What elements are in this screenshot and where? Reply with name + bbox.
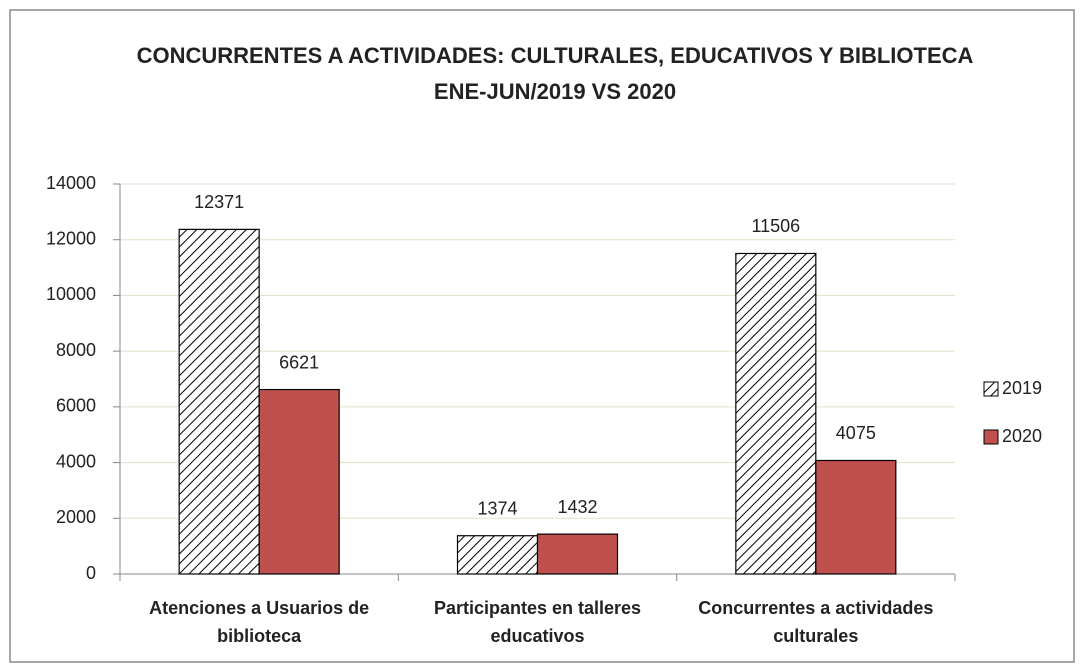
y-tick-label: 10000 xyxy=(46,284,96,304)
y-tick-label: 12000 xyxy=(46,228,96,248)
legend-swatch xyxy=(983,429,999,445)
bar xyxy=(178,228,260,575)
bar xyxy=(536,533,619,575)
data-label: 4075 xyxy=(836,423,876,443)
bar xyxy=(815,459,897,575)
data-label: 12371 xyxy=(194,192,244,212)
y-tick-label: 0 xyxy=(86,563,96,583)
bar xyxy=(735,252,817,575)
data-label: 11506 xyxy=(751,216,800,236)
data-label: 1374 xyxy=(477,498,517,518)
chart-subtitle: ENE-JUN/2019 VS 2020 xyxy=(433,79,677,104)
y-tick-label: 4000 xyxy=(56,451,96,471)
x-tick-label: Participantes en talleres educativos xyxy=(433,598,642,646)
legend-swatch xyxy=(983,381,999,397)
bar xyxy=(456,535,539,575)
y-tick-label: 8000 xyxy=(56,340,96,360)
legend-label: 2020 xyxy=(1002,426,1042,446)
data-label: 1432 xyxy=(557,497,597,517)
chart-title: CONCURRENTES A ACTIVIDADES: CULTURALES, … xyxy=(136,43,974,68)
y-tick-label: 2000 xyxy=(56,507,96,527)
bar xyxy=(258,388,340,575)
chart-title-block: CONCURRENTES A ACTIVIDADES: CULTURALES, … xyxy=(125,38,985,110)
y-tick-label: 14000 xyxy=(46,173,96,193)
x-tick-label: Atenciones a Usuarios de biblioteca xyxy=(149,598,370,646)
data-label: 6621 xyxy=(279,352,319,372)
y-tick-label: 6000 xyxy=(56,396,96,416)
x-tick-label: Concurrentes a actividades culturales xyxy=(698,598,934,646)
legend-label: 2019 xyxy=(1002,378,1042,398)
